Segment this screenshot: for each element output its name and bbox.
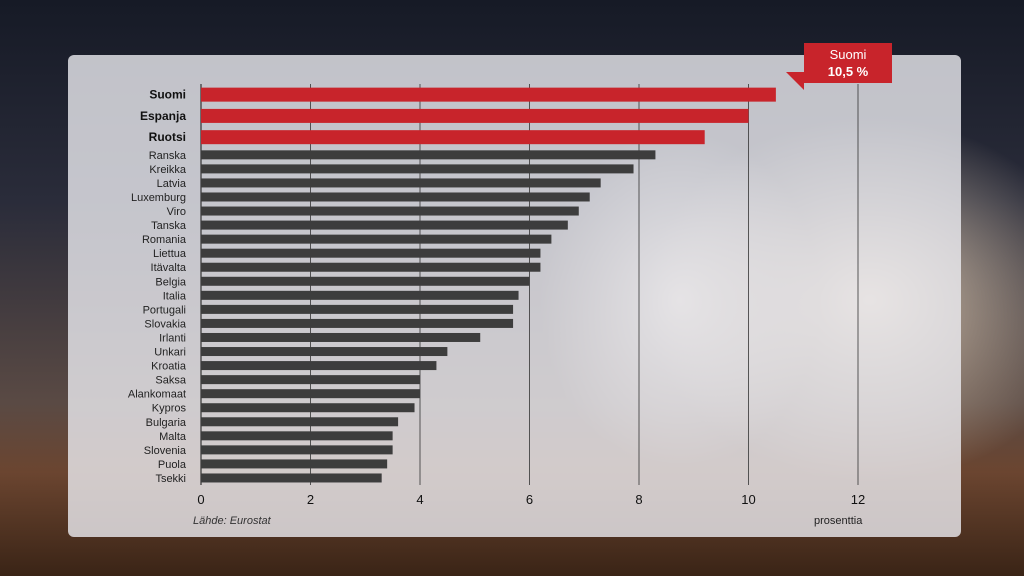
category-label: Saksa [155, 375, 186, 387]
bar-itävalta [201, 262, 541, 272]
category-label: Kypros [152, 403, 187, 415]
category-label: Portugali [143, 304, 186, 316]
x-tick-label: 12 [851, 492, 865, 507]
category-label: Slovenia [144, 445, 187, 457]
bar-belgia [201, 276, 530, 286]
bar-viro [201, 206, 579, 216]
bar-tanska [201, 220, 568, 230]
bar-portugali [201, 304, 514, 314]
category-label: Malta [159, 431, 187, 443]
category-label: Ruotsi [149, 130, 186, 144]
bars [201, 87, 776, 483]
category-label: Belgia [155, 276, 186, 288]
bar-italia [201, 290, 519, 300]
bar-kroatia [201, 361, 437, 371]
category-label: Italia [163, 290, 187, 302]
category-label: Tsekki [155, 473, 186, 485]
bar-alankomaat [201, 389, 420, 399]
x-tick-label: 4 [416, 492, 423, 507]
category-label: Irlanti [159, 332, 186, 344]
bar-saksa [201, 375, 420, 385]
category-label: Puola [158, 459, 187, 471]
x-tick-label: 2 [307, 492, 314, 507]
x-axis-unit: prosenttia [814, 515, 863, 527]
category-label: Liettua [153, 248, 187, 260]
x-tick-label: 10 [741, 492, 755, 507]
callout-pointer [786, 72, 804, 90]
bar-ranska [201, 150, 656, 160]
category-label: Unkari [154, 347, 186, 359]
bar-bulgaria [201, 417, 399, 427]
category-label: Suomi [149, 88, 186, 102]
source-label: Lähde: [193, 515, 227, 527]
callout-value: 10,5 % [827, 64, 869, 79]
bar-malta [201, 431, 393, 441]
category-label: Kreikka [149, 164, 187, 176]
category-label: Kroatia [151, 361, 187, 373]
highlight-callout: Suomi 10,5 % [804, 43, 892, 83]
callout-country: Suomi [829, 47, 867, 62]
category-label: Espanja [140, 109, 186, 123]
bar-romania [201, 234, 552, 244]
bar-slovakia [201, 318, 514, 328]
bar-kreikka [201, 164, 634, 174]
bar-slovenia [201, 445, 393, 455]
category-label: Itävalta [151, 262, 187, 274]
bar-ruotsi [201, 130, 705, 145]
bar-espanja [201, 108, 749, 123]
category-label: Luxemburg [131, 192, 186, 204]
x-tick-labels: 0 2 4 6 8 10 12 [197, 492, 865, 507]
bar-irlanti [201, 332, 481, 342]
bar-tsekki [201, 473, 382, 483]
bar-kypros [201, 403, 415, 413]
bar-unkari [201, 347, 448, 357]
category-label: Ranska [149, 150, 187, 162]
category-label: Slovakia [144, 318, 186, 330]
category-label: Tanska [151, 220, 187, 232]
category-labels: Suomi Espanja Ruotsi Ranska Kreikka Latvia Lux… [128, 88, 187, 485]
category-label: Romania [142, 234, 187, 246]
source-note: Lähde: Eurostat [193, 515, 271, 527]
category-label: Latvia [157, 178, 187, 190]
bar-luxemburg [201, 192, 590, 202]
category-label: Bulgaria [146, 417, 187, 429]
bar-suomi [201, 87, 776, 102]
category-label: Viro [167, 206, 186, 218]
bar-puola [201, 459, 388, 469]
x-tick-label: 0 [197, 492, 204, 507]
bar-latvia [201, 178, 601, 188]
source-name: Eurostat [229, 515, 271, 527]
x-tick-label: 8 [635, 492, 642, 507]
category-label: Alankomaat [128, 389, 186, 401]
x-tick-label: 6 [526, 492, 533, 507]
bar-liettua [201, 248, 541, 258]
